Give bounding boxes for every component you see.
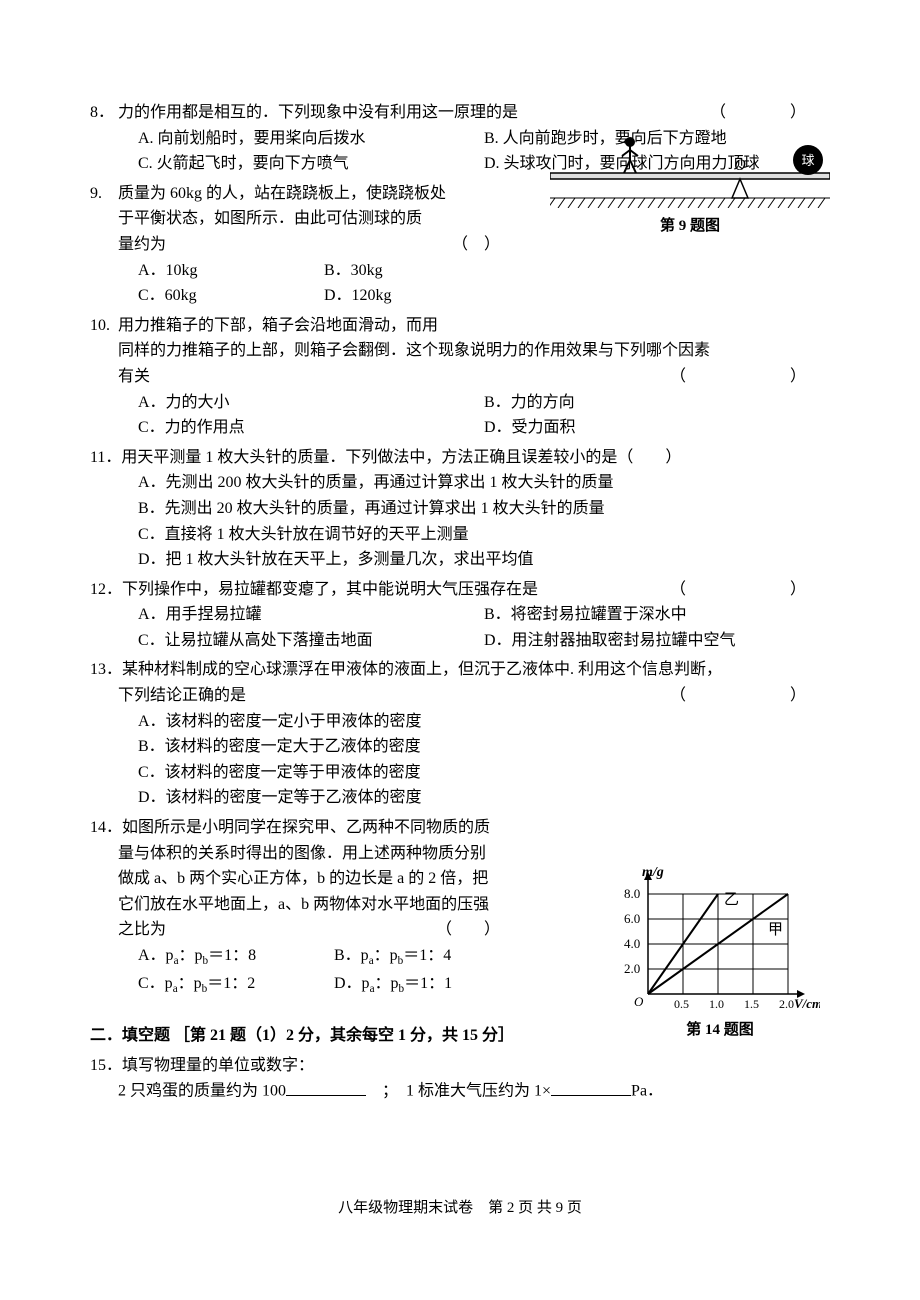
q12-opt-b: B．将密封易拉罐置于深水中 xyxy=(484,602,830,628)
q13-number: 13． xyxy=(90,657,122,683)
q9-stem-2: 于平衡状态，如图所示．由此可估测球的质 xyxy=(90,206,510,232)
q8-opt-a: A. 向前划船时，要用桨向后拨水 xyxy=(138,126,484,152)
q12-paren: （ ） xyxy=(658,577,830,603)
question-10: 10. 用力推箱子的下部，箱子会沿地面滑动，而用 同样的力推箱子的上部，则箱子会… xyxy=(90,313,830,441)
q8-stem-text: 力的作用都是相互的．下列现象中没有利用这一原理的是 xyxy=(118,104,518,121)
q13-stem-2: 下列结论正确的是 （ ） xyxy=(90,683,830,709)
q14-stem-3: 做成 a、b 两个实心正方体，b 的边长是 a 的 2 倍，把 xyxy=(90,866,510,892)
q14-opt-c: C．pa：pb＝1：2 xyxy=(138,971,334,999)
q10-paren: （ ） xyxy=(658,364,830,390)
q10-opt-a: A．力的大小 xyxy=(138,390,484,416)
q11-options: A．先测出 200 枚大头针的质量，再通过计算求出 1 枚大头针的质量 B．先测… xyxy=(90,470,830,572)
question-14: 14． 如图所示是小明同学在探究甲、乙两种不同物质的质 量与体积的关系时得出的图… xyxy=(90,815,830,999)
q10-stem-1: 用力推箱子的下部，箱子会沿地面滑动，而用 xyxy=(118,313,830,339)
q10-options: A．力的大小 B．力的方向 C．力的作用点 D．受力面积 xyxy=(90,390,830,441)
q8-stem: 力的作用都是相互的．下列现象中没有利用这一原理的是 （ ） xyxy=(118,100,830,126)
q9-stem-3: 量约为 （ ） xyxy=(90,232,510,258)
q13-stem-1: 某种材料制成的空心球漂浮在甲液体的液面上，但沉于乙液体中. 利用这个信息判断， xyxy=(122,657,830,683)
q15-number: 15． xyxy=(90,1053,122,1079)
q13-opt-a: A．该材料的密度一定小于甲液体的密度 xyxy=(138,709,830,735)
q12-options: A．用手捏易拉罐 B．将密封易拉罐置于深水中 C．让易拉罐从高处下落撞击地面 D… xyxy=(90,602,830,653)
question-11: 11． 用天平测量 1 枚大头针的质量．下列做法中，方法正确且误差较小的是（ ）… xyxy=(90,445,830,573)
q12-stem: 下列操作中，易拉罐都变瘪了，其中能说明大气压强存在是 （ ） xyxy=(122,577,830,603)
q9-opt-d: D．120kg xyxy=(324,283,510,309)
q11-opt-a: A．先测出 200 枚大头针的质量，再通过计算求出 1 枚大头针的质量 xyxy=(138,470,830,496)
q9-paren: （ ） xyxy=(452,232,500,258)
question-13: 13． 某种材料制成的空心球漂浮在甲液体的液面上，但沉于乙液体中. 利用这个信息… xyxy=(90,657,830,811)
q9-options: A．10kg B．30kg C．60kg D．120kg xyxy=(90,258,510,309)
q14-stem-4: 它们放在水平地面上，a、b 两物体对水平地面的压强 xyxy=(90,892,510,918)
q14-stem-2: 量与体积的关系时得出的图像．用上述两种物质分别 xyxy=(90,841,510,867)
q9-opt-b: B．30kg xyxy=(324,258,510,284)
q12-opt-d: D．用注射器抽取密封易拉罐中空气 xyxy=(484,628,830,654)
ball-label: 球 xyxy=(801,153,814,168)
q14-number: 14． xyxy=(90,815,122,841)
q10-opt-b: B．力的方向 xyxy=(484,390,830,416)
q8-opt-c: C. 火箭起飞时，要向下方喷气 xyxy=(138,151,484,177)
q11-stem: 用天平测量 1 枚大头针的质量．下列做法中，方法正确且误差较小的是（ ） xyxy=(121,445,830,471)
q13-paren: （ ） xyxy=(658,683,830,709)
q9-stem-1: 质量为 60kg 的人，站在跷跷板上，使跷跷板处 xyxy=(118,185,446,202)
q14-opt-a: A．pa：pb＝1：8 xyxy=(138,943,334,971)
q10-opt-d: D．受力面积 xyxy=(484,415,830,441)
q13-opt-b: B．该材料的密度一定大于乙液体的密度 xyxy=(138,734,830,760)
q11-opt-b: B．先测出 20 枚大头针的质量，再通过计算求出 1 枚大头针的质量 xyxy=(138,496,830,522)
q9-stem: 质量为 60kg 的人，站在跷跷板上，使跷跷板处 xyxy=(118,181,538,207)
q14-opt-b: B．pa：pb＝1：4 xyxy=(334,943,530,971)
question-12: 12． 下列操作中，易拉罐都变瘪了，其中能说明大气压强存在是 （ ） A．用手捏… xyxy=(90,577,830,654)
q14-options: A．pa：pb＝1：8 B．pa：pb＝1：4 C．pa：pb＝1：2 D．pa… xyxy=(90,943,530,999)
q12-opt-a: A．用手捏易拉罐 xyxy=(138,602,484,628)
blank-2[interactable] xyxy=(551,1078,631,1096)
q10-stem-3: 有关 （ ） xyxy=(90,364,830,390)
q15-line: 2 只鸡蛋的质量约为 100 ； 1 标准大气压约为 1×Pa． xyxy=(90,1078,830,1104)
q11-number: 11． xyxy=(90,445,121,471)
question-9: 9. 质量为 60kg 的人，站在跷跷板上，使跷跷板处 于平衡状态，如图所示．由… xyxy=(90,181,830,309)
q13-opt-c: C．该材料的密度一定等于甲液体的密度 xyxy=(138,760,830,786)
page-footer: 八年级物理期末试卷 第 2 页 共 9 页 xyxy=(0,1196,920,1220)
q12-number: 12． xyxy=(90,577,122,603)
pivot-label: O xyxy=(734,157,746,174)
q10-stem-2: 同样的力推箱子的上部，则箱子会翻倒．这个现象说明力的作用效果与下列哪个因素 xyxy=(90,338,830,364)
q14-stem-5: 之比为 （ ） xyxy=(90,917,510,943)
q9-number: 9. xyxy=(90,181,118,207)
q14-stem-1: 如图所示是小明同学在探究甲、乙两种不同物质的质 xyxy=(122,815,542,841)
q15-stem: 填写物理量的单位或数字： xyxy=(122,1053,830,1079)
q11-opt-d: D．把 1 枚大头针放在天平上，多测量几次，求出平均值 xyxy=(138,547,830,573)
q8-number: 8． xyxy=(90,100,118,126)
question-15: 15． 填写物理量的单位或数字： 2 只鸡蛋的质量约为 100 ； 1 标准大气… xyxy=(90,1053,830,1105)
q13-opt-d: D．该材料的密度一定等于乙液体的密度 xyxy=(138,785,830,811)
q14-paren: （ ） xyxy=(436,917,500,943)
figure-14-caption: 第 14 题图 xyxy=(610,1018,830,1042)
q11-opt-c: C．直接将 1 枚大头针放在调节好的天平上测量 xyxy=(138,522,830,548)
q9-opt-c: C．60kg xyxy=(138,283,324,309)
q8-paren: （ ） xyxy=(698,100,830,126)
q12-opt-c: C．让易拉罐从高处下落撞击地面 xyxy=(138,628,484,654)
q9-opt-a: A．10kg xyxy=(138,258,324,284)
q10-opt-c: C．力的作用点 xyxy=(138,415,484,441)
q10-number: 10. xyxy=(90,313,118,339)
q14-opt-d: D．pa：pb＝1：1 xyxy=(334,971,530,999)
blank-1[interactable] xyxy=(286,1078,366,1096)
q13-options: A．该材料的密度一定小于甲液体的密度 B．该材料的密度一定大于乙液体的密度 C．… xyxy=(90,709,830,811)
